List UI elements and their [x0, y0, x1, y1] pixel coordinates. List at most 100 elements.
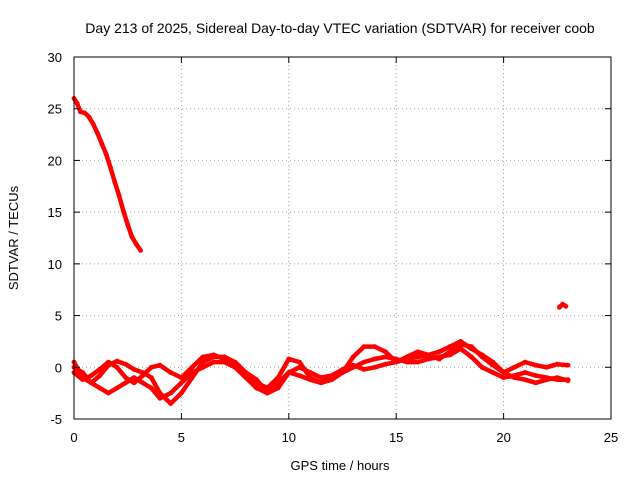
data-point — [80, 377, 85, 383]
plot-frame — [73, 56, 612, 420]
data-point — [458, 342, 463, 347]
data-point — [533, 373, 539, 378]
data-point — [533, 362, 539, 368]
data-series — [71, 96, 571, 406]
data-point — [404, 354, 410, 360]
data-point — [243, 370, 249, 375]
data-point — [426, 356, 431, 362]
data-point — [131, 375, 137, 380]
data-point — [490, 362, 496, 368]
data-point — [329, 373, 335, 378]
y-tick-label: 15 — [48, 205, 62, 220]
data-point — [383, 361, 388, 367]
data-point — [97, 373, 103, 378]
data-point — [447, 344, 453, 349]
data-point — [131, 367, 137, 372]
data-point — [140, 373, 146, 378]
data-point — [157, 395, 163, 401]
data-point — [350, 354, 356, 360]
data-point — [511, 364, 517, 370]
chart-title: Day 213 of 2025, Sidereal Day-to-day VTE… — [85, 20, 595, 36]
data-point — [200, 364, 206, 370]
data-point — [350, 362, 356, 368]
data-point — [243, 375, 249, 380]
data-point — [148, 385, 154, 391]
data-point — [415, 354, 421, 360]
data-point — [114, 358, 120, 364]
data-point — [297, 359, 302, 365]
data-point — [522, 370, 528, 375]
data-point — [140, 380, 146, 386]
data-point — [168, 370, 174, 375]
x-tick-label: 15 — [389, 430, 403, 445]
data-point — [318, 375, 324, 380]
grid — [74, 57, 611, 419]
data-point — [123, 380, 128, 386]
data-point — [297, 364, 302, 370]
data-point — [108, 165, 113, 171]
data-point — [372, 364, 378, 370]
data-point — [264, 390, 270, 396]
data-point — [106, 359, 111, 365]
data-point — [97, 385, 103, 391]
x-tick-label: 5 — [178, 430, 185, 445]
data-point — [533, 380, 539, 386]
y-tick-label: -5 — [50, 412, 62, 427]
data-point — [501, 370, 506, 375]
data-point — [232, 362, 238, 368]
data-point — [88, 380, 94, 386]
x-tick-label: 0 — [70, 430, 77, 445]
data-point — [383, 349, 388, 355]
x-tick-label: 25 — [604, 430, 618, 445]
data-point — [286, 356, 292, 362]
data-point — [393, 359, 399, 365]
data-point — [361, 359, 367, 365]
data-point — [179, 390, 184, 396]
y-tick-label: 30 — [48, 50, 62, 65]
data-point — [157, 362, 163, 368]
data-point — [469, 354, 474, 360]
y-tick-label: 20 — [48, 153, 62, 168]
data-point — [415, 359, 421, 365]
data-point — [254, 377, 259, 383]
data-point — [125, 222, 131, 228]
data-point — [372, 356, 378, 362]
tick-labels: 0 5 10 15 20 25 -5 0 5 10 15 20 25 30 — [48, 50, 619, 445]
x-tick-label: 20 — [496, 430, 510, 445]
data-point — [138, 248, 144, 253]
data-point — [74, 101, 80, 106]
data-point — [82, 110, 88, 116]
data-point — [123, 361, 128, 367]
y-tick-label: 10 — [48, 257, 62, 272]
data-point — [522, 377, 528, 383]
data-point — [148, 375, 154, 380]
data-point — [426, 352, 431, 358]
data-point — [123, 375, 128, 380]
y-tick-label: 25 — [48, 102, 62, 117]
data-point — [189, 364, 195, 370]
data-point — [254, 385, 259, 391]
data-point — [286, 370, 292, 375]
data-point — [297, 373, 302, 378]
data-point — [133, 241, 139, 247]
data-point — [116, 193, 122, 199]
data-point — [131, 380, 137, 386]
data-point — [340, 367, 345, 372]
y-tick-label: 5 — [55, 309, 62, 324]
data-point — [544, 364, 549, 370]
data-point — [211, 359, 217, 365]
data-point — [99, 141, 105, 147]
data-point — [404, 359, 410, 365]
data-point — [307, 377, 313, 383]
data-point — [275, 385, 281, 391]
data-point — [90, 121, 96, 127]
y-axis-label: SDTVAR / TECUs — [6, 185, 21, 290]
data-point — [383, 354, 388, 360]
data-point — [179, 375, 184, 380]
data-point — [544, 377, 549, 383]
axis-ticks — [73, 56, 612, 420]
data-point — [88, 373, 94, 378]
data-point — [501, 375, 506, 380]
